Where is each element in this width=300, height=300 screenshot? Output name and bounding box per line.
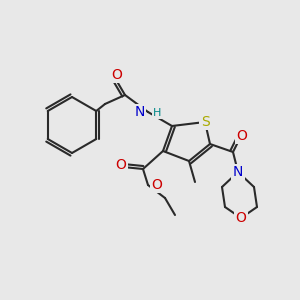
Text: O: O bbox=[112, 68, 122, 82]
Text: N: N bbox=[135, 105, 145, 119]
Text: O: O bbox=[116, 158, 126, 172]
Text: O: O bbox=[237, 129, 248, 143]
Text: O: O bbox=[236, 211, 246, 225]
Text: O: O bbox=[151, 178, 162, 192]
Text: H: H bbox=[153, 108, 161, 118]
Text: S: S bbox=[201, 115, 209, 129]
Text: N: N bbox=[233, 165, 243, 179]
